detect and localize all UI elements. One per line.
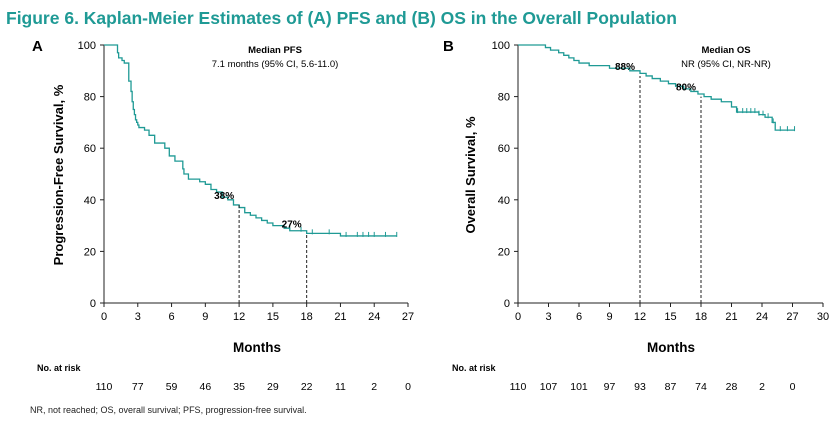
panel-a-subtitle: 7.1 months (95% CI, 5.6-11.0) bbox=[212, 59, 339, 70]
x-tick-label: 6 bbox=[168, 311, 174, 323]
x-tick-label: 3 bbox=[545, 311, 551, 323]
annotation-label: 27% bbox=[282, 219, 302, 230]
panel-b-title: Median OS bbox=[701, 45, 750, 56]
x-tick-label: 18 bbox=[695, 311, 707, 323]
y-tick-label: 60 bbox=[84, 143, 96, 155]
risk-count: 74 bbox=[695, 381, 707, 393]
risk-count: 77 bbox=[132, 381, 144, 393]
panel-b-xlabel: Months bbox=[647, 340, 695, 355]
footnote: NR, not reached; OS, overall survival; P… bbox=[30, 405, 307, 415]
km-curve bbox=[104, 44, 397, 237]
risk-count: 0 bbox=[790, 381, 796, 393]
y-tick-label: 20 bbox=[498, 246, 510, 258]
x-tick-label: 9 bbox=[606, 311, 612, 323]
y-tick-label: 0 bbox=[504, 298, 510, 310]
panel-a-xlabel: Months bbox=[233, 340, 281, 355]
x-tick-label: 3 bbox=[135, 311, 141, 323]
y-tick-label: 20 bbox=[84, 246, 96, 258]
y-tick-label: 80 bbox=[498, 92, 510, 104]
x-tick-label: 21 bbox=[334, 311, 346, 323]
panel-b-risk-label: No. at risk bbox=[452, 363, 497, 373]
risk-count: 87 bbox=[665, 381, 677, 393]
panel-a-letter: A bbox=[32, 38, 43, 55]
panel-b-subtitle: NR (95% CI, NR-NR) bbox=[681, 59, 771, 70]
panel-b-os-chart: B Median OS NR (95% CI, NR-NR) Overall S… bbox=[443, 38, 829, 393]
panel-a-risk-label: No. at risk bbox=[37, 363, 82, 373]
x-tick-label: 6 bbox=[576, 311, 582, 323]
figure-title: Figure 6. Kaplan-Meier Estimates of (A) … bbox=[6, 8, 677, 28]
x-tick-label: 27 bbox=[402, 311, 414, 323]
km-curve bbox=[518, 44, 795, 131]
risk-count: 107 bbox=[540, 381, 558, 393]
risk-count: 46 bbox=[199, 381, 211, 393]
x-tick-label: 12 bbox=[233, 311, 245, 323]
panel-a-ylabel: Progression-Free Survival, % bbox=[51, 84, 66, 265]
y-tick-label: 0 bbox=[90, 298, 96, 310]
y-tick-label: 100 bbox=[492, 40, 510, 52]
x-tick-label: 21 bbox=[725, 311, 737, 323]
risk-count: 35 bbox=[233, 381, 245, 393]
x-tick-label: 12 bbox=[634, 311, 646, 323]
annotation-label: 38% bbox=[214, 191, 234, 202]
y-tick-label: 40 bbox=[84, 195, 96, 207]
y-tick-label: 40 bbox=[498, 195, 510, 207]
x-tick-label: 9 bbox=[202, 311, 208, 323]
annotation-label: 88% bbox=[615, 62, 635, 73]
x-tick-label: 18 bbox=[301, 311, 313, 323]
risk-count: 101 bbox=[570, 381, 588, 393]
panel-a-pfs-chart: A Median PFS 7.1 months (95% CI, 5.6-11.… bbox=[32, 38, 414, 393]
risk-count: 59 bbox=[166, 381, 178, 393]
risk-count: 110 bbox=[96, 381, 113, 393]
risk-count: 28 bbox=[726, 381, 738, 393]
panel-a-title: Median PFS bbox=[248, 45, 302, 56]
x-tick-label: 24 bbox=[756, 311, 768, 323]
y-tick-label: 100 bbox=[78, 40, 96, 52]
x-tick-label: 0 bbox=[101, 311, 107, 323]
risk-count: 93 bbox=[634, 381, 646, 393]
risk-count: 29 bbox=[267, 381, 279, 393]
risk-count: 0 bbox=[405, 381, 411, 393]
panel-b-ylabel: Overall Survival, % bbox=[463, 116, 478, 234]
x-tick-label: 15 bbox=[664, 311, 676, 323]
y-tick-label: 60 bbox=[498, 143, 510, 155]
risk-count: 11 bbox=[335, 381, 346, 393]
x-tick-label: 27 bbox=[786, 311, 798, 323]
risk-count: 22 bbox=[301, 381, 313, 393]
panel-b-letter: B bbox=[443, 38, 454, 55]
x-tick-label: 24 bbox=[368, 311, 380, 323]
risk-count: 2 bbox=[759, 381, 765, 393]
risk-count: 97 bbox=[604, 381, 616, 393]
y-tick-label: 80 bbox=[84, 92, 96, 104]
risk-count: 2 bbox=[371, 381, 377, 393]
x-tick-label: 0 bbox=[515, 311, 521, 323]
x-tick-label: 30 bbox=[817, 311, 829, 323]
annotation-label: 80% bbox=[676, 83, 696, 94]
x-tick-label: 15 bbox=[267, 311, 279, 323]
risk-count: 110 bbox=[510, 381, 527, 393]
